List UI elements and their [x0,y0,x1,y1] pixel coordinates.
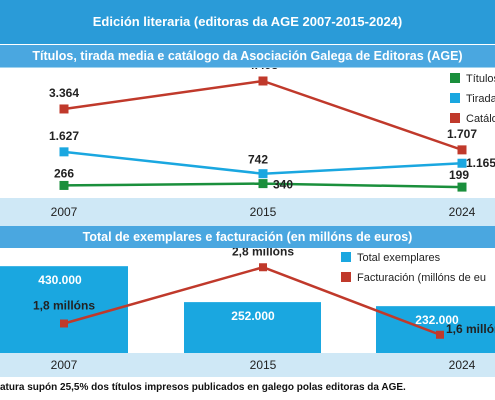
data-label-tirada-2007: 1.627 [49,129,79,143]
chart-1-svg: 266 340 199 1.627 742 1.165 3.364 4.498 1.707 Tít… [49,68,495,192]
data-label-catálogo-2024: 1.707 [447,127,477,141]
legend-swatch-facturacion [341,272,351,282]
data-label-catálogo-2007: 3.364 [49,86,79,100]
series-line-catálogo [63,79,463,152]
data-point-títulos-2024 [457,182,467,192]
legend-label-títulos: Títulos [466,73,495,85]
chart-2-x-axis: 2007 2015 2024 [0,353,495,377]
chart-1-x-axis-svg: 2007 2015 2024 [51,205,476,219]
bar-total-exemplares-2007 [0,266,128,353]
legend-swatch-tirada [450,93,460,103]
chart-2-title: Total de exemplares e facturación (en mi… [0,226,495,248]
data-label-tirada-2024: 1.165 [466,156,495,170]
bar-label-total-exemplares-2007: 430.000 [38,273,82,287]
legend-label-facturacion: Facturación (millóns de eu [357,272,486,284]
data-label-facturacion-2007: 1,8 millóns [33,299,95,313]
data-label-catálogo-2015: 4.498 [248,68,278,72]
data-point-facturacion-2007 [60,319,68,328]
legend-swatch-catálogo [450,113,460,123]
main-title: Edición literaria (editoras da AGE 2007-… [0,0,495,44]
legend-label-total-exemplares: Total exemplares [357,252,441,264]
legend-swatch-total-exemplares [341,252,351,262]
x-tick-2007: 2007 [51,205,78,219]
data-point-tirada-2007 [59,147,69,157]
data-point-catálogo-2024 [457,145,467,155]
data-point-facturacion-2015 [259,263,267,272]
chart-2-x-axis-svg: 2007 2015 2024 [51,358,476,372]
data-point-catálogo-2015 [258,76,268,86]
x-tick-2015: 2015 [250,358,277,372]
x-tick-2007: 2007 [51,358,78,372]
data-label-títulos-2015: 340 [273,178,293,192]
legend-label-catálogo: Catálogo [466,113,495,125]
chart-2-svg: 430.000 252.000 232.000 1,8 millóns 2,8 mill… [0,248,495,353]
data-label-facturacion-2015: 2,8 millóns [232,248,294,258]
bar-label-total-exemplares-2024: 232.000 [415,313,459,327]
bar-total-exemplares-2024 [376,306,495,353]
data-point-catálogo-2007 [59,104,69,114]
data-label-facturacion-2024: 1,6 millóns [446,322,495,336]
chart-1-x-axis: 2007 2015 2024 [0,198,495,226]
bar-total-exemplares-2015 [184,302,321,353]
data-point-títulos-2007 [59,180,69,190]
x-tick-2015: 2015 [250,205,277,219]
data-point-tirada-2015 [258,169,268,179]
legend-label-tirada: Tirada [466,93,495,105]
data-label-títulos-2024: 199 [449,168,469,182]
data-point-facturacion-2024 [436,330,444,339]
data-label-títulos-2007: 266 [54,166,74,180]
chart-1-plot-area: 266 340 199 1.627 742 1.165 3.364 4.498 1.707 Tít… [0,67,495,199]
legend-swatch-títulos [450,73,460,83]
data-point-títulos-2015 [258,179,268,189]
chart-2-plot-area: 430.000 252.000 232.000 1,8 millóns 2,8 mill… [0,248,495,353]
data-point-tirada-2024 [457,158,467,168]
bar-label-total-exemplares-2015: 252.000 [231,309,275,323]
footnote: atura supón 25,5% dos títulos impresos p… [0,382,406,393]
x-tick-2024: 2024 [449,358,476,372]
chart-1-title: Títulos, tirada media e catálogo da Asoc… [0,45,495,67]
x-tick-2024: 2024 [449,205,476,219]
data-label-tirada-2015: 742 [248,153,268,167]
